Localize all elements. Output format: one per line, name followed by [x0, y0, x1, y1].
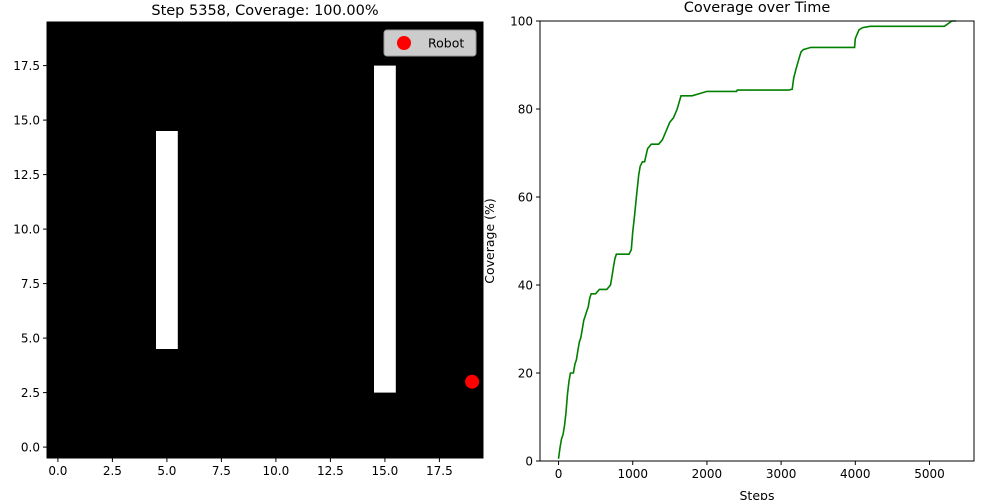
line-x-axis-label: Steps	[740, 488, 775, 500]
line-y-axis: 0 20 40 60 80 100	[510, 15, 540, 469]
map-x-tick-label: 15.0	[372, 464, 399, 478]
line-y-tick-label: 80	[518, 103, 533, 117]
map-y-tick-label: 12.5	[13, 168, 40, 182]
line-x-tick-label: 2000	[692, 467, 723, 481]
legend-box	[383, 29, 477, 57]
map-y-tick-label: 2.5	[21, 386, 40, 400]
line-y-tick-label: 20	[518, 367, 533, 381]
map-x-tick-label: 7.5	[212, 464, 231, 478]
map-x-tick-label: 10.0	[263, 464, 290, 478]
map-x-tick-label: 17.5	[426, 464, 453, 478]
map-y-tick-label: 10.0	[13, 223, 40, 237]
map-y-tick-label: 0.0	[21, 441, 40, 455]
coverage-map-panel: Step 5358, Coverage: 100.00% 0.0 2.5 5.0 7.…	[13, 3, 484, 478]
line-chart-title: Coverage over Time	[684, 0, 831, 16]
legend-robot-label: Robot	[428, 36, 464, 51]
map-background	[47, 22, 483, 458]
map-title: Step 5358, Coverage: 100.00%	[151, 3, 378, 19]
map-x-tick-label: 12.5	[317, 464, 344, 478]
map-y-tick-label: 7.5	[21, 277, 40, 291]
map-obstacles	[156, 65, 396, 393]
coverage-over-time-panel: Coverage over Time 0 1000 2000 3000 4000 5000…	[482, 0, 975, 500]
map-x-tick-label: 2.5	[103, 464, 122, 478]
map-y-tick-label: 5.0	[21, 332, 40, 346]
line-x-tick-label: 0	[555, 467, 563, 481]
line-x-axis: 0 1000 2000 3000 4000 5000	[555, 461, 945, 481]
line-x-tick-label: 4000	[840, 467, 871, 481]
line-y-axis-label: Coverage (%)	[482, 198, 497, 284]
map-x-axis: 0.0 2.5 5.0 7.5 10.0 12.5 15.0 17.5	[48, 458, 453, 478]
map-x-tick-label: 5.0	[157, 464, 176, 478]
coverage-series-line	[557, 20, 956, 459]
line-x-tick-label: 5000	[914, 467, 945, 481]
line-y-tick-label: 60	[518, 191, 533, 205]
line-x-tick-label: 1000	[617, 467, 648, 481]
map-y-tick-label: 17.5	[13, 59, 40, 73]
line-y-tick-label: 100	[510, 15, 533, 29]
map-legend: Robot	[383, 29, 477, 57]
map-y-axis: 0.0 2.5 5.0 7.5 10.0 12.5 15.0 17.5	[13, 59, 47, 455]
line-x-tick-label: 3000	[766, 467, 797, 481]
map-y-tick-label: 15.0	[13, 114, 40, 128]
legend-robot-marker-icon	[397, 36, 411, 50]
line-chart-frame	[539, 20, 975, 462]
map-frame	[46, 21, 484, 459]
line-y-tick-label: 0	[525, 455, 533, 469]
map-x-tick-label: 0.0	[48, 464, 67, 478]
line-y-tick-label: 40	[518, 279, 533, 293]
map-robot-layer	[465, 374, 480, 389]
obstacle-2	[374, 65, 396, 393]
robot-marker	[465, 374, 480, 389]
obstacle-1	[156, 131, 178, 349]
